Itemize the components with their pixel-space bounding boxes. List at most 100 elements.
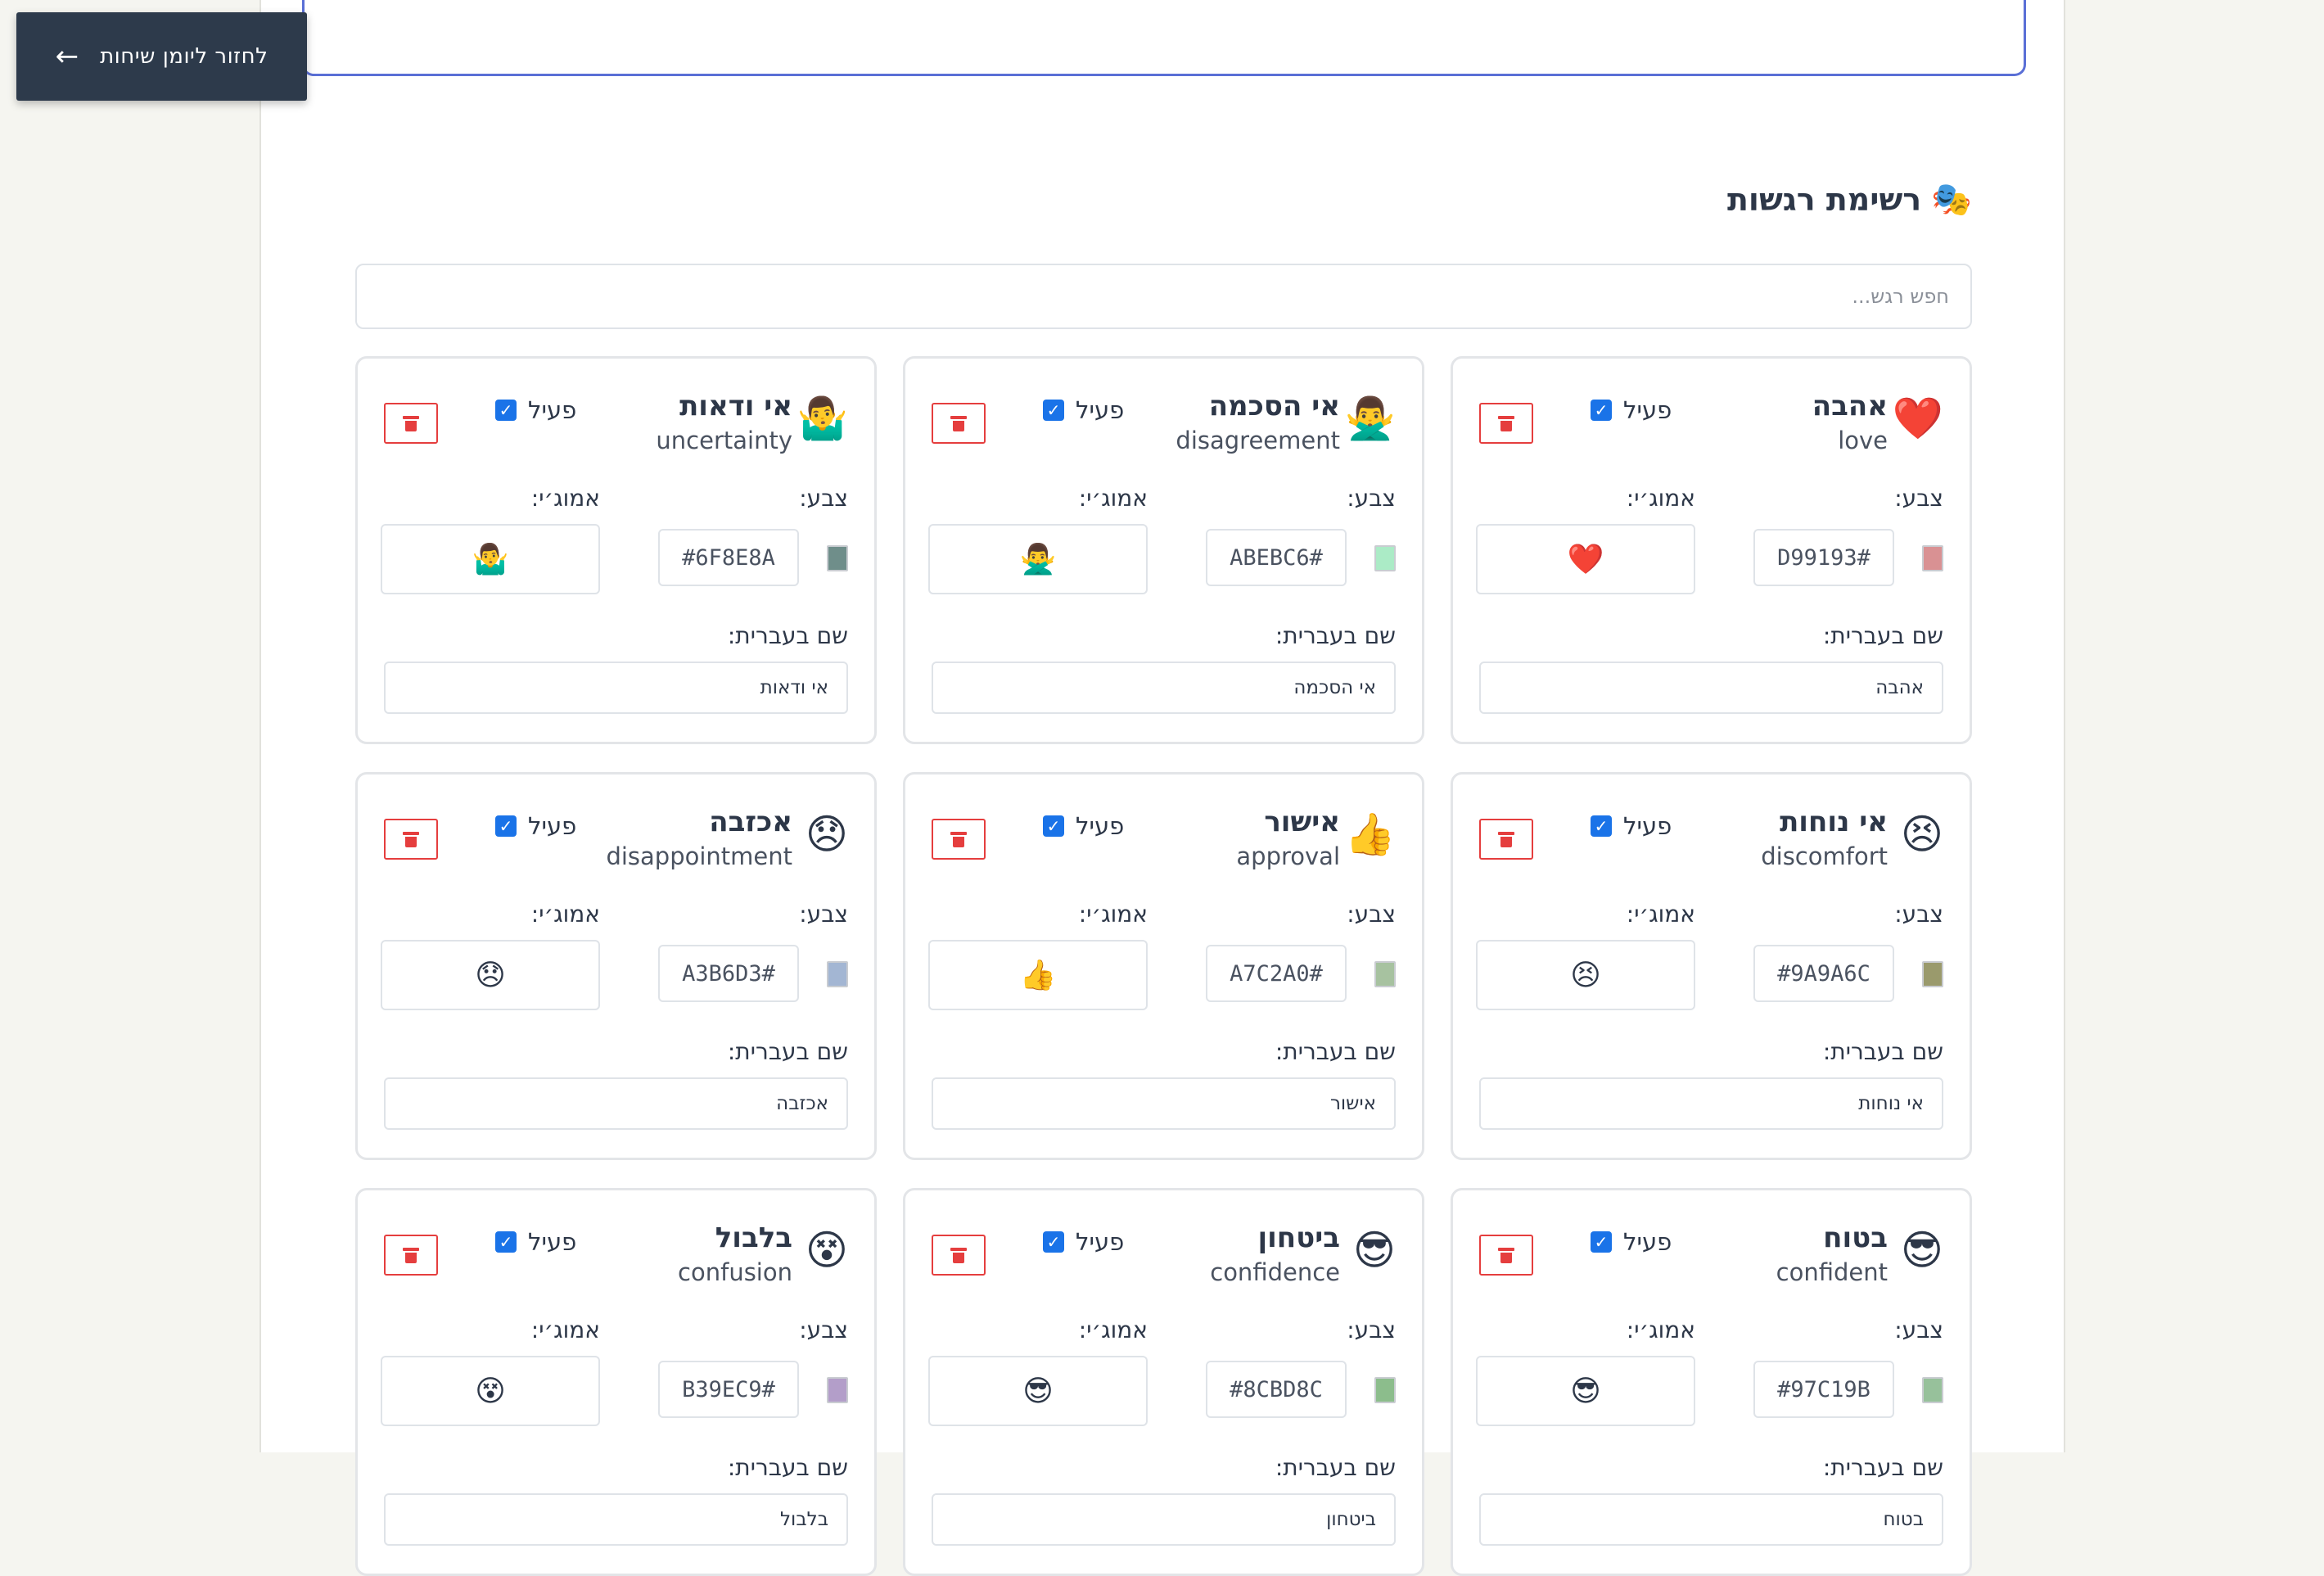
active-toggle[interactable]: פעיל ✓ — [1591, 1228, 1672, 1256]
hebrew-name-label: שם בעברית: — [1275, 1038, 1396, 1065]
emoji-label: אמוג׳י: — [530, 901, 600, 928]
hebrew-name-input[interactable]: אכזבה — [384, 1077, 848, 1130]
active-toggle[interactable]: פעיל ✓ — [1043, 396, 1124, 424]
hebrew-name-input[interactable]: ביטחון — [932, 1493, 1396, 1546]
active-checkbox[interactable]: ✓ — [1043, 815, 1064, 837]
delete-emotion-button[interactable] — [384, 1235, 438, 1276]
color-hex-input[interactable]: #6F8E8A — [658, 529, 799, 586]
hebrew-name-input[interactable]: אי נוחות — [1479, 1077, 1943, 1130]
hebrew-name-input[interactable]: בטוח — [1479, 1493, 1943, 1546]
active-toggle[interactable]: פעיל ✓ — [1043, 1228, 1124, 1256]
active-toggle[interactable]: פעיל ✓ — [1591, 812, 1672, 840]
hebrew-name-input[interactable]: אהבה — [1479, 662, 1943, 714]
emoji-input[interactable]: 😎 — [928, 1356, 1148, 1426]
emotion-names: אהבה love — [1812, 388, 1888, 457]
emotion-card-header: 😎 בטוח confident פעיל ✓ — [1479, 1220, 1943, 1294]
emotion-names: אכזבה disappointment — [606, 804, 792, 873]
emoji-input[interactable]: 😎 — [1476, 1356, 1695, 1426]
active-toggle[interactable]: פעיל ✓ — [495, 1228, 576, 1256]
active-toggle[interactable]: פעיל ✓ — [495, 812, 576, 840]
color-swatch[interactable] — [1374, 545, 1396, 571]
emoji-label: אמוג׳י: — [1078, 901, 1148, 928]
active-checkbox[interactable]: ✓ — [495, 1231, 517, 1253]
color-hex-input[interactable]: #97C19B — [1753, 1361, 1894, 1418]
emotion-card: ❤️ אהבה love פעיל ✓ צבע: אמוג׳י: D99193#… — [1451, 356, 1972, 744]
color-hex-input[interactable]: #9A9A6C — [1753, 945, 1894, 1002]
color-swatch[interactable] — [827, 1377, 848, 1403]
delete-emotion-button[interactable] — [1479, 403, 1533, 444]
emotion-card-header: 👍 אישור approval פעיל ✓ — [932, 804, 1396, 878]
emoji-input[interactable]: 😵 — [381, 1356, 600, 1426]
emotion-english-name: love — [1838, 427, 1888, 454]
emotion-emoji-icon: 😞 — [805, 811, 848, 858]
color-swatch[interactable] — [1922, 961, 1943, 987]
color-hex-input[interactable]: ABEBC6# — [1206, 529, 1347, 586]
color-swatch[interactable] — [1922, 1377, 1943, 1403]
delete-emotion-button[interactable] — [932, 819, 986, 860]
color-label: צבע: — [799, 1316, 848, 1343]
hebrew-name-label: שם בעברית: — [1822, 1454, 1943, 1481]
hebrew-name-label: שם בעברית: — [727, 622, 848, 649]
color-swatch[interactable] — [1922, 545, 1943, 571]
active-checkbox[interactable]: ✓ — [495, 400, 517, 421]
emoji-input[interactable]: ❤️ — [1476, 524, 1695, 594]
delete-emotion-button[interactable] — [384, 819, 438, 860]
color-label: צבע: — [1347, 485, 1396, 512]
active-checkbox[interactable]: ✓ — [1043, 400, 1064, 421]
trash-icon — [1498, 831, 1514, 847]
active-checkbox[interactable]: ✓ — [1591, 400, 1612, 421]
color-label: צבע: — [799, 485, 848, 512]
emoji-input[interactable]: 🙅‍♂️ — [928, 524, 1148, 594]
color-hex-input[interactable]: #8CBD8C — [1206, 1361, 1347, 1418]
delete-emotion-button[interactable] — [1479, 819, 1533, 860]
trash-icon — [950, 415, 967, 431]
active-label: פעיל — [1623, 1228, 1672, 1256]
color-hex-input[interactable]: B39EC9# — [658, 1361, 799, 1418]
emotion-emoji-icon: 😵 — [805, 1226, 848, 1274]
color-label: צבע: — [1894, 901, 1943, 928]
delete-emotion-button[interactable] — [1479, 1235, 1533, 1276]
active-checkbox[interactable]: ✓ — [1591, 815, 1612, 837]
emoji-input[interactable]: 🤷‍♂️ — [381, 524, 600, 594]
active-label: פעיל — [1076, 812, 1125, 840]
emoji-label: אמוג׳י: — [1626, 901, 1695, 928]
active-toggle[interactable]: פעיל ✓ — [1043, 812, 1124, 840]
emotion-card-header: ❤️ אהבה love פעיל ✓ — [1479, 388, 1943, 462]
emoji-input[interactable]: 😞 — [381, 940, 600, 1010]
hebrew-name-label: שם בעברית: — [1275, 622, 1396, 649]
color-hex-input[interactable]: A3B6D3# — [658, 945, 799, 1002]
emotion-search-input[interactable] — [355, 264, 1972, 329]
color-hex-input[interactable]: A7C2A0# — [1206, 945, 1347, 1002]
emoji-input[interactable]: 😣 — [1476, 940, 1695, 1010]
hebrew-name-input[interactable]: בלבול — [384, 1493, 848, 1546]
active-checkbox[interactable]: ✓ — [495, 815, 517, 837]
trash-icon — [950, 831, 967, 847]
active-checkbox[interactable]: ✓ — [1043, 1231, 1064, 1253]
color-hex-input[interactable]: D99193# — [1753, 529, 1894, 586]
delete-emotion-button[interactable] — [384, 403, 438, 444]
emotion-emoji-icon: 👍 — [1344, 811, 1396, 858]
emotion-card: 😎 בטוח confident פעיל ✓ צבע: אמוג׳י: #97… — [1451, 1188, 1972, 1576]
color-swatch[interactable] — [827, 545, 848, 571]
top-text-area[interactable] — [302, 0, 2026, 76]
delete-emotion-button[interactable] — [932, 1235, 986, 1276]
active-checkbox[interactable]: ✓ — [1591, 1231, 1612, 1253]
delete-emotion-button[interactable] — [932, 403, 986, 444]
back-to-chat-log-button[interactable]: לחזור ליומן שיחות ← — [16, 12, 307, 101]
emoji-input[interactable]: 👍 — [928, 940, 1148, 1010]
emotion-hebrew-name: בטוח — [1823, 1222, 1888, 1254]
color-swatch[interactable] — [1374, 1377, 1396, 1403]
trash-icon — [403, 1247, 419, 1263]
color-swatch[interactable] — [1374, 961, 1396, 987]
emotion-names: אי הסכמה disagreement — [1176, 388, 1340, 457]
active-label: פעיל — [528, 812, 577, 840]
active-toggle[interactable]: פעיל ✓ — [495, 396, 576, 424]
hebrew-name-input[interactable]: אי ודאות — [384, 662, 848, 714]
emotion-hebrew-name: אי נוחות — [1780, 806, 1888, 838]
hebrew-name-input[interactable]: אישור — [932, 1077, 1396, 1130]
color-swatch[interactable] — [827, 961, 848, 987]
trash-icon — [1498, 1247, 1514, 1263]
hebrew-name-input[interactable]: אי הסכמה — [932, 662, 1396, 714]
active-toggle[interactable]: פעיל ✓ — [1591, 396, 1672, 424]
emotion-card-header: 😞 אכזבה disappointment פעיל ✓ — [384, 804, 848, 878]
